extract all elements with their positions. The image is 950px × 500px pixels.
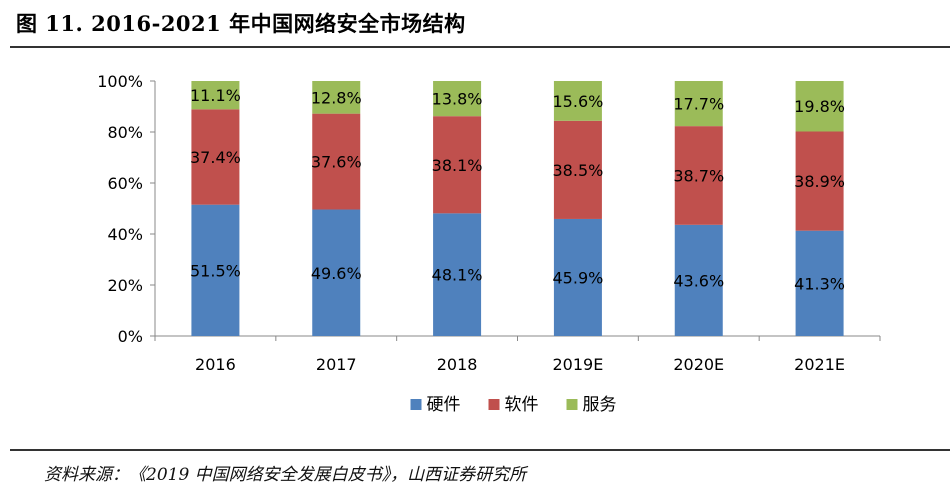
x-tick-label: 2021E [794,355,845,374]
data-label: 43.6% [673,271,724,290]
bar-segment-2016-0 [191,204,240,336]
bar-segment-2021E-1 [795,131,844,231]
x-tick-label: 2016 [195,355,236,374]
bar-segment-2019E-2 [553,81,602,121]
data-label: 15.6% [553,92,604,111]
bar-segment-2017-2 [312,81,361,114]
x-tick-label: 2020E [673,355,724,374]
bar-segment-2018-2 [433,81,482,117]
source-divider [10,449,950,451]
data-label: 38.5% [553,161,604,180]
bar-segment-2018-1 [433,116,482,214]
bar-segment-2016-2 [191,81,240,110]
legend-label: 硬件 [427,395,461,415]
bar-segment-2017-0 [312,209,361,336]
x-tick-label: 2017 [316,355,357,374]
bar-segment-2019E-1 [553,120,602,219]
bar-segment-2020E-0 [674,224,723,336]
title-divider [10,46,950,48]
legend-swatch [566,399,578,410]
data-label: 38.1% [432,156,483,175]
y-tick-label: 20% [107,276,143,295]
data-label: 19.8% [794,97,845,116]
data-label: 49.6% [311,264,362,283]
data-label: 37.6% [311,153,362,172]
legend-swatch [488,399,500,410]
y-tick-label: 60% [107,174,143,193]
bar-segment-2020E-2 [674,81,723,127]
bar-segment-2020E-1 [674,126,723,225]
data-label: 38.7% [673,166,724,185]
bar-segment-2019E-0 [553,218,602,336]
data-label: 38.9% [794,172,845,191]
bar-segment-2016-1 [191,109,240,205]
data-label: 51.5% [190,261,241,280]
legend-label: 服务 [583,395,617,415]
y-tick-label: 80% [107,123,143,142]
x-tick-label: 2018 [437,355,478,374]
y-tick-label: 0% [118,327,143,346]
y-tick-label: 100% [97,72,143,91]
legend-label: 软件 [505,395,539,415]
data-label: 11.1% [190,86,241,105]
figure-source: 资料来源：《2019 中国网络安全发展白皮书》，山西证券研究所 [44,465,527,485]
y-tick-label: 40% [107,225,143,244]
data-label: 12.8% [311,88,362,107]
data-label: 48.1% [432,266,483,285]
bar-segment-2021E-2 [795,81,844,132]
legend-swatch [410,399,422,410]
data-label: 45.9% [553,268,604,287]
bar-segment-2021E-0 [795,230,844,336]
data-label: 17.7% [673,95,724,114]
bar-segment-2017-1 [312,113,361,210]
bar-segment-2018-0 [433,213,482,336]
figure-title: 图 11. 2016-2021 年中国网络安全市场结构 [16,11,466,36]
data-label: 13.8% [432,90,483,109]
x-tick-label: 2019E [553,355,604,374]
data-label: 41.3% [794,274,845,293]
data-label: 37.4% [190,148,241,167]
